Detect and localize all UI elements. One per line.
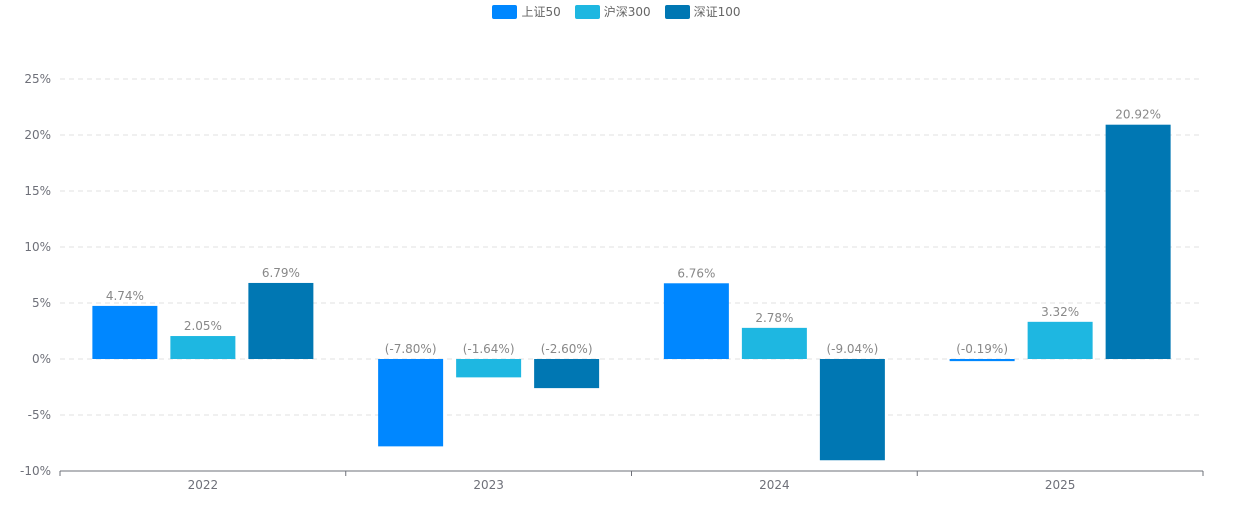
bar[interactable] [1105,124,1171,359]
bar[interactable] [741,327,807,359]
bars [92,124,1171,461]
data-labels: 4.74% 2.05% 6.79% (-7.80%) (-1.64%) (-2.60%) 6… [106,108,1161,356]
bar[interactable] [170,336,236,359]
y-tick-label: 25% [24,72,51,86]
y-tick-label: 0% [32,352,51,366]
data-label: (-0.19%) [956,342,1008,356]
data-label: 6.76% [677,266,715,280]
bar[interactable] [1027,321,1093,359]
legend-item-csi300[interactable]: 沪深300 [574,3,651,20]
legend-item-sse50[interactable]: 上证50 [492,3,561,20]
legend-swatch-szse100 [664,4,690,19]
bar[interactable] [949,359,1015,362]
bar[interactable] [819,359,885,461]
data-label: 4.74% [106,289,144,303]
chart-legend: 上证50 沪深300 深证100 [0,3,1233,20]
legend-item-szse100[interactable]: 深证100 [664,3,741,20]
data-label: 2.78% [755,311,793,325]
x-tick-label: 2022 [188,478,219,492]
bar[interactable] [663,283,729,359]
grid-lines [60,78,1203,416]
bar[interactable] [92,305,158,359]
y-tick-label: -10% [20,464,51,478]
x-tick-label: 2023 [473,478,504,492]
legend-swatch-sse50 [492,4,518,19]
axes: 25% 20% 15% 10% 5% 0% -5% -10% 2022 2023 2024 2025 [20,72,1204,492]
x-tick-label: 2025 [1045,478,1076,492]
y-tick-label: -5% [28,408,51,422]
y-tick-label: 15% [24,184,51,198]
data-label: 20.92% [1115,108,1161,122]
data-label: (-7.80%) [385,342,437,356]
data-label: 6.79% [262,266,300,280]
bar[interactable] [378,359,444,447]
bar[interactable] [456,359,522,378]
data-label: (-9.04%) [826,342,878,356]
y-tick-label: 20% [24,128,51,142]
legend-label-sse50: 上证50 [521,5,561,19]
data-label: (-2.60%) [541,342,593,356]
y-tick-label: 10% [24,240,51,254]
data-label: 2.05% [184,319,222,333]
x-tick-label: 2024 [759,478,790,492]
bar[interactable] [248,282,314,359]
bar[interactable] [534,359,600,389]
legend-label-csi300: 沪深300 [603,5,651,19]
data-label: (-1.64%) [463,342,515,356]
y-tick-label: 5% [32,296,51,310]
data-label: 3.32% [1041,305,1079,319]
legend-label-szse100: 深证100 [693,5,741,19]
legend-swatch-csi300 [574,4,600,19]
